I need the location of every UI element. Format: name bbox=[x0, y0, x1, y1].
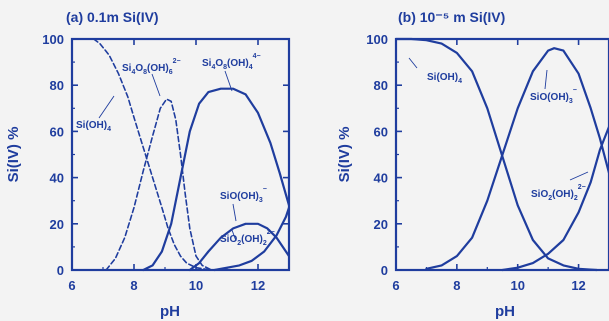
series-line-si4o8-oh-4-4 bbox=[142, 87, 289, 272]
series-line-sio-oh-3 bbox=[425, 47, 609, 270]
panel-b-1e-5m: (b) 10⁻⁵ m Si(IV) Si(IV) % pH 0 20 40 60 80 100 6… bbox=[336, 9, 609, 320]
y-axis-label: Si(IV) % bbox=[5, 127, 22, 183]
x-tick-label: 12 bbox=[571, 278, 585, 293]
x-tick-label: 8 bbox=[130, 278, 137, 293]
series-line-si-oh-4 bbox=[92, 38, 213, 271]
series-line-sio2-oh-2-2 bbox=[213, 206, 289, 272]
series-line-sio-oh-3 bbox=[188, 222, 289, 272]
species-label-si4o8-oh-4-4: Si4​O8​(OH)4​4−​ bbox=[202, 53, 261, 71]
annotation-leader bbox=[544, 69, 548, 90]
y-tick-label: 40 bbox=[50, 171, 64, 186]
annotation-leader bbox=[232, 203, 237, 222]
y-tick-label: 80 bbox=[50, 78, 64, 93]
species-label-sio2-oh-2-2: SiO2​(OH)2​2−​ bbox=[531, 184, 586, 202]
species-label-sio-oh-3: SiO(OH)3​−​ bbox=[530, 87, 577, 105]
annotation-leader bbox=[151, 73, 161, 97]
chart-title: (a) 0.1m Si(IV) bbox=[66, 9, 159, 25]
y-tick-label: 60 bbox=[50, 124, 64, 139]
panel-a-0p1m: (a) 0.1m Si(IV) Si(IV) % pH 0 20 40 60 80 100 6 8 1… bbox=[5, 9, 291, 320]
species-label-sio-oh-3: SiO(OH)3​−​ bbox=[220, 186, 267, 204]
x-tick-label: 6 bbox=[392, 278, 399, 293]
y-tick-label: 20 bbox=[374, 217, 388, 232]
y-tick-label: 40 bbox=[374, 171, 388, 186]
annotation-leader bbox=[231, 229, 237, 242]
annotation-leader bbox=[98, 95, 115, 119]
y-tick-label: 80 bbox=[374, 78, 388, 93]
annotation-leader bbox=[224, 70, 233, 92]
species-label-si-oh-4: Si(OH)4​ bbox=[76, 120, 111, 133]
y-tick-label: 20 bbox=[50, 217, 64, 232]
y-tick-label: 60 bbox=[374, 124, 388, 139]
x-tick-label: 10 bbox=[510, 278, 524, 293]
chart-title: (b) 10⁻⁵ m Si(IV) bbox=[398, 9, 505, 25]
y-tick-label: 0 bbox=[381, 263, 388, 278]
y-axis-label: Si(IV) % bbox=[336, 127, 353, 183]
y-tick-label: 100 bbox=[366, 32, 388, 47]
x-tick-label: 8 bbox=[453, 278, 460, 293]
species-label-si4o8-oh-6-2: Si4​O8​(OH)6​2−​ bbox=[122, 58, 181, 76]
series-line-si-oh-4 bbox=[396, 37, 598, 272]
x-axis-label: pH bbox=[160, 303, 180, 320]
x-tick-label: 12 bbox=[251, 278, 265, 293]
annotation-leader bbox=[569, 171, 589, 181]
series-line-sio2-oh-2-2 bbox=[501, 125, 609, 272]
annotation-leader bbox=[408, 57, 418, 69]
y-tick-label: 100 bbox=[42, 32, 64, 47]
series-line-si4o8-oh-6-2 bbox=[105, 98, 213, 271]
species-label-sio2-oh-2-2: SiO2​(OH)2​2−​ bbox=[220, 229, 275, 247]
species-label-si-oh-4: Si(OH)4​ bbox=[427, 72, 462, 85]
y-tick-label: 0 bbox=[57, 263, 64, 278]
x-axis-label: pH bbox=[495, 303, 515, 320]
x-tick-label: 10 bbox=[189, 278, 203, 293]
x-tick-label: 6 bbox=[68, 278, 75, 293]
